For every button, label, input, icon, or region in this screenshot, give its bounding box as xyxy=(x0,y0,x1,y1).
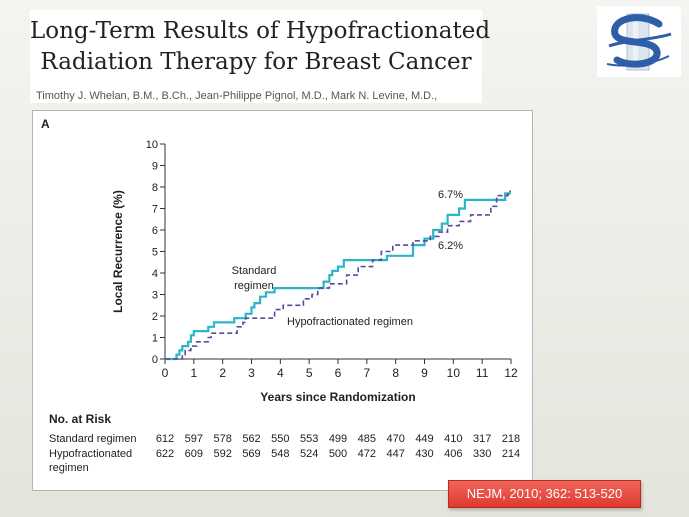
hypofractionated-end-value-label: 6.2% xyxy=(438,240,463,252)
risk-value: 500 xyxy=(328,448,348,460)
x-tick-label: 3 xyxy=(248,366,255,380)
standard-series-label-2: regimen xyxy=(234,280,274,292)
risk-value: 470 xyxy=(386,433,405,445)
y-tick-label: 10 xyxy=(146,139,158,151)
standard-regimen-line xyxy=(165,192,511,361)
x-tick-label: 11 xyxy=(476,366,489,380)
risk-value: 550 xyxy=(271,433,290,445)
risk-value: 406 xyxy=(444,448,463,460)
x-tick-label: 10 xyxy=(447,366,461,380)
x-tick-label: 9 xyxy=(421,366,428,380)
hypofractionated-series-label: Hypofractionated regimen xyxy=(287,316,413,328)
risk-row-label-standard: Standard regimen xyxy=(49,433,137,445)
figure-panel: A 0 1 2 3 4 5 6 7 8 9 10 0 1 2 3 4 5 6 7 8 9 10 11 12 Years sinc… xyxy=(32,110,533,491)
y-tick-label: 6 xyxy=(152,225,158,237)
x-tick-label: 2 xyxy=(219,366,226,380)
risk-value: 524 xyxy=(299,448,319,460)
risk-value: 609 xyxy=(184,448,203,460)
risk-value: 612 xyxy=(155,433,175,445)
x-tick-label: 0 xyxy=(162,366,169,380)
risk-value: 499 xyxy=(328,433,348,445)
risk-value: 592 xyxy=(213,448,232,460)
risk-value: 214 xyxy=(501,448,521,460)
risk-value: 562 xyxy=(242,433,261,445)
slide-title-line-2: Radiation Therapy for Breast Cancer xyxy=(40,49,472,75)
x-tick-label: 7 xyxy=(363,366,370,380)
y-tick-label: 1 xyxy=(152,333,158,345)
risk-value: 622 xyxy=(155,448,175,460)
slide-title-line-1: Long-Term Results of Hypofractionated xyxy=(30,18,491,44)
y-axis-label: Local Recurrence (%) xyxy=(111,190,125,313)
x-tick-label: 1 xyxy=(190,366,197,380)
risk-value: 449 xyxy=(415,433,434,445)
y-tick-label: 3 xyxy=(152,290,158,302)
risk-value: 553 xyxy=(299,433,319,445)
x-tick-label: 12 xyxy=(504,366,518,380)
title-box: Long-Term Results of Hypofractionated Ra… xyxy=(30,10,491,103)
x-axis-label: Years since Randomization xyxy=(260,390,415,404)
risk-value: 569 xyxy=(242,448,261,460)
risk-value: 578 xyxy=(213,433,232,445)
y-tick-label: 4 xyxy=(152,268,158,280)
y-tick-label: 2 xyxy=(152,311,158,323)
risk-value: 548 xyxy=(271,448,290,460)
risk-value: 485 xyxy=(357,433,376,445)
x-tick-label: 5 xyxy=(306,366,313,380)
logo xyxy=(597,6,681,77)
authors: Timothy J. Whelan, B.M., B.Ch., Jean-Phi… xyxy=(36,90,438,102)
y-tick-label: 7 xyxy=(152,204,158,216)
risk-value: 330 xyxy=(472,448,492,460)
standard-series-label-1: Standard xyxy=(232,265,277,277)
risk-value: 410 xyxy=(444,433,463,445)
y-tick-label: 8 xyxy=(152,182,158,194)
x-tick-label: 8 xyxy=(392,366,399,380)
risk-value: 472 xyxy=(357,448,376,460)
x-tick-label: 6 xyxy=(335,366,342,380)
panel-label: A xyxy=(41,117,50,131)
risk-row-label-hypofractionated-1: Hypofractionated xyxy=(49,448,133,460)
citation-badge: NEJM, 2010; 362: 513-520 xyxy=(448,480,641,508)
risk-value: 430 xyxy=(415,448,434,460)
y-tick-label: 0 xyxy=(152,354,158,366)
y-tick-label: 9 xyxy=(152,161,158,173)
risk-value: 447 xyxy=(386,448,405,460)
risk-table-title: No. at Risk xyxy=(49,412,112,426)
risk-value: 218 xyxy=(501,433,521,445)
risk-row-label-hypofractionated-2: regimen xyxy=(49,462,89,474)
risk-value: 317 xyxy=(472,433,492,445)
hypofractionated-regimen-line xyxy=(165,190,511,360)
y-tick-label: 5 xyxy=(152,247,158,259)
risk-value: 597 xyxy=(184,433,203,445)
stylized-s-logo-icon xyxy=(606,13,672,71)
x-tick-label: 4 xyxy=(277,366,284,380)
standard-end-value-label: 6.7% xyxy=(438,189,463,201)
